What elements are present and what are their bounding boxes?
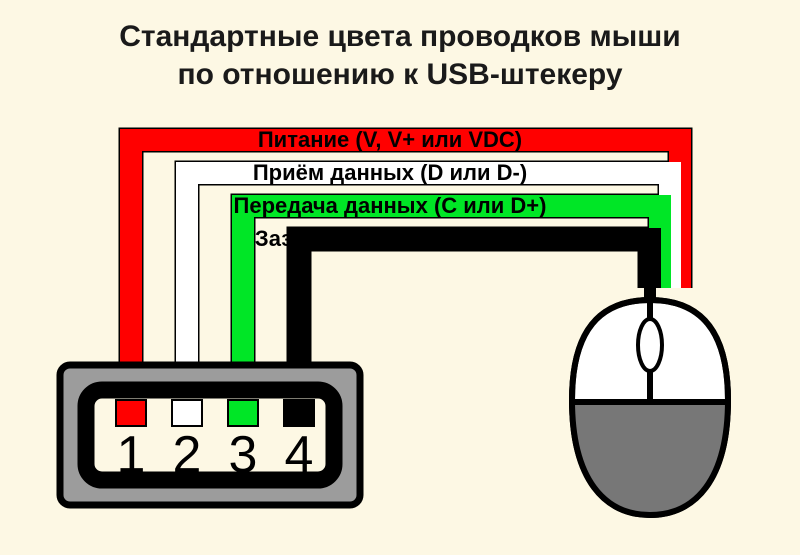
usb-pin-label-1: 1	[117, 426, 146, 484]
wire-label-power: Питание (V, V+ или VDC)	[258, 127, 522, 152]
usb-pin-2	[172, 400, 202, 426]
usb-pin-label-3: 3	[229, 426, 258, 484]
wire-label-ground: Заземление (G или GND)	[255, 226, 525, 251]
wiring-diagram: Питание (V, V+ или VDC) Приём данных (D и…	[0, 0, 800, 555]
usb-pin-3	[228, 400, 258, 426]
wire-label-data_n: Приём данных (D или D-)	[253, 160, 527, 185]
usb-pin-label-2: 2	[173, 426, 202, 484]
mouse-icon	[560, 288, 740, 542]
mouse-scroll-wheel	[638, 319, 662, 371]
usb-pin-1	[116, 400, 146, 426]
usb-pin-4	[284, 400, 314, 426]
usb-pin-label-4: 4	[285, 426, 314, 484]
wire-label-data_p: Передача данных (C или D+)	[234, 193, 547, 218]
